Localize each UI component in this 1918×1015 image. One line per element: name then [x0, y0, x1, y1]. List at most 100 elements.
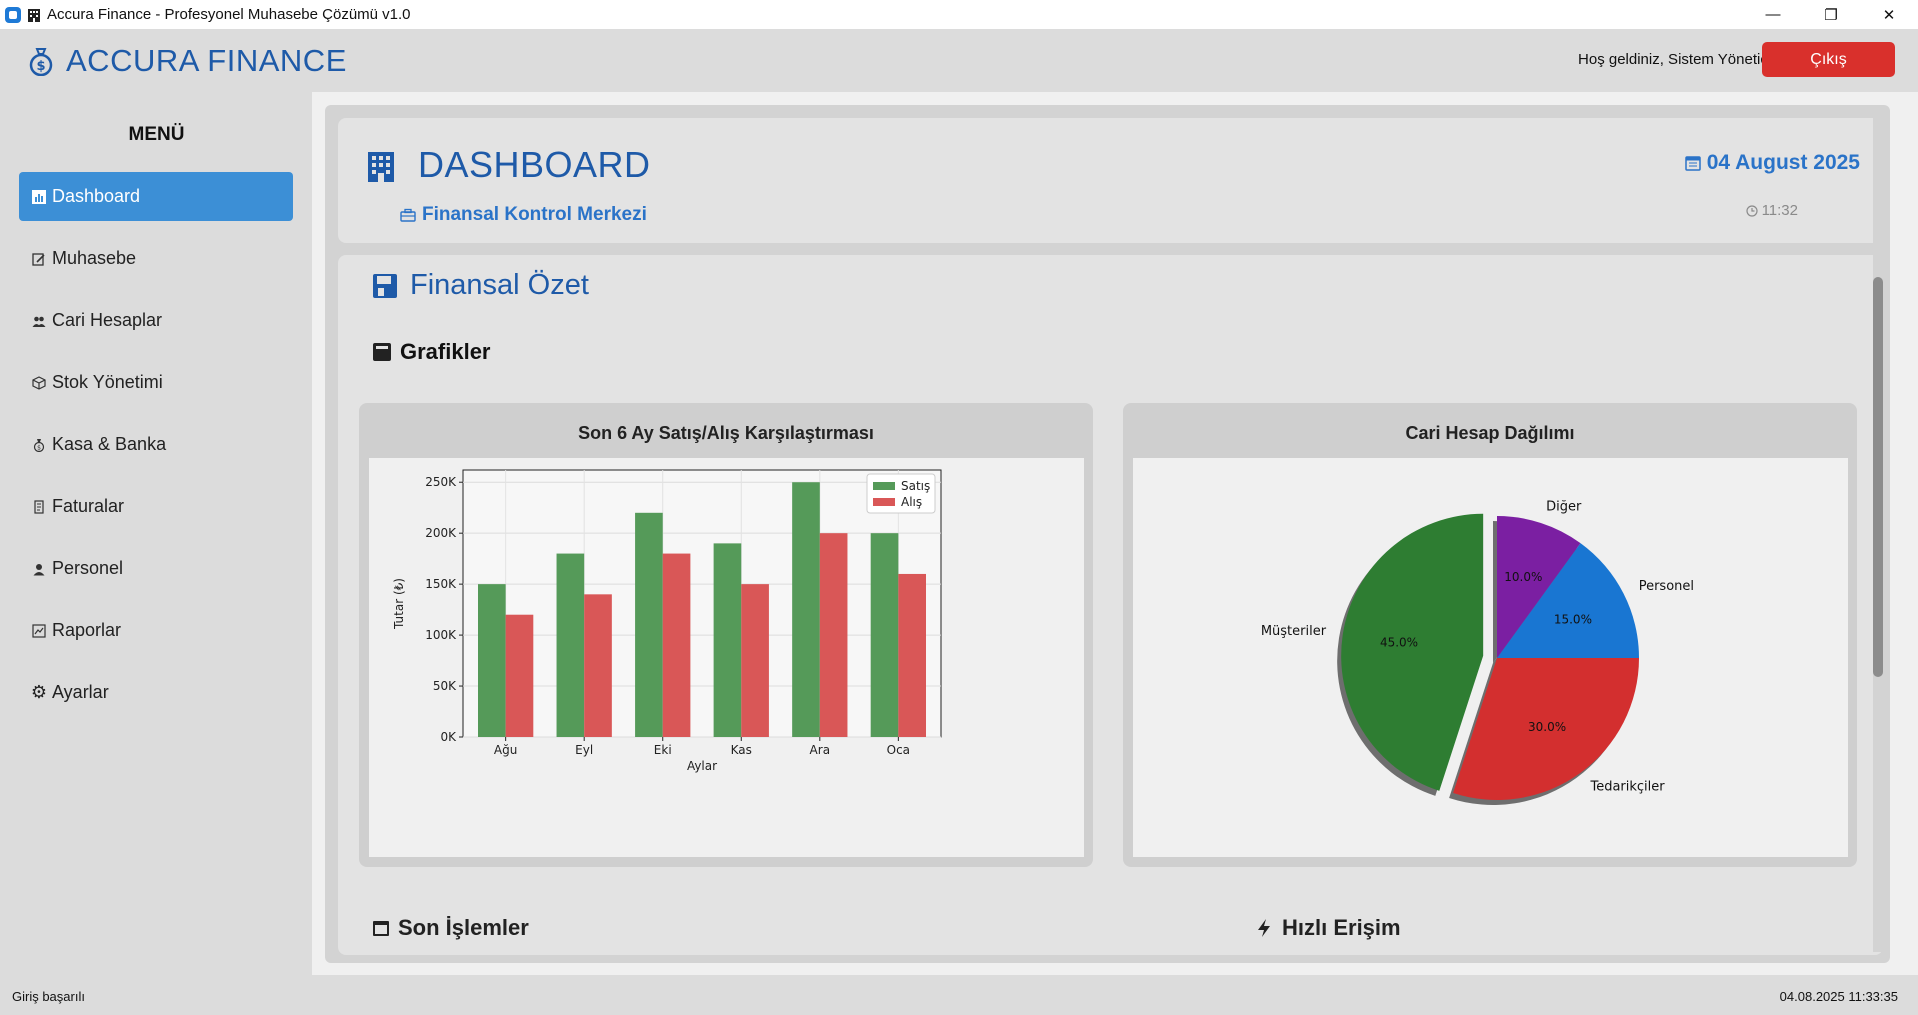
sidebar-item-label: Ayarlar [52, 682, 109, 702]
sidebar-item-label: Stok Yönetimi [52, 372, 163, 392]
page-subtitle: Finansal Kontrol Merkezi [400, 204, 647, 226]
bar-alis [662, 553, 691, 737]
money-bag-icon: $ [30, 438, 48, 452]
dashboard-header-card: DASHBOARD Finansal Kontrol Merkezi 04 Au… [338, 118, 1883, 243]
edit-icon [30, 252, 48, 266]
sidebar-item-raporlar[interactable]: Raporlar [19, 606, 293, 655]
building-icon [368, 152, 394, 182]
y-tick-label: 200K [425, 526, 457, 540]
app-header: $ ACCURA FINANCE Hoş geldiniz, Sistem Yö… [0, 29, 1918, 92]
app-icon [5, 6, 21, 23]
box-icon [373, 343, 391, 361]
slice-label: Personel [1639, 579, 1694, 594]
sidebar-item-muhasebe[interactable]: Muhasebe [19, 234, 293, 283]
sidebar-item-stok-yonetimi[interactable]: Stok Yönetimi [19, 358, 293, 407]
legend-swatch [873, 498, 895, 506]
sidebar-item-kasa-banka[interactable]: $ Kasa & Banka [19, 420, 293, 469]
receipt-icon [30, 499, 48, 514]
sidebar: MENÜ Dashboard Muhasebe Cari Hesaplar St… [0, 92, 310, 975]
sidebar-item-faturalar[interactable]: Faturalar [19, 482, 293, 531]
time-text: 11:32 [1761, 202, 1798, 219]
sidebar-item-ayarlar[interactable]: ⚙ Ayarlar [19, 668, 293, 717]
bar-satis [478, 584, 506, 737]
svg-text:$: $ [37, 444, 41, 451]
recent-transactions-title: Son İşlemler [372, 915, 529, 941]
gear-icon: ⚙ [30, 682, 48, 702]
window-title: Accura Finance - Profesyonel Muhasebe Çö… [47, 6, 411, 23]
x-tick-label: Kas [731, 743, 752, 757]
main-panel: DASHBOARD Finansal Kontrol Merkezi 04 Au… [325, 105, 1890, 963]
maximize-button[interactable]: ❐ [1824, 6, 1838, 24]
x-tick-label: Ağu [494, 743, 517, 757]
calendar-icon [373, 921, 389, 936]
x-tick-label: Oca [887, 743, 910, 757]
report-icon [30, 623, 48, 638]
x-tick-label: Eki [654, 743, 672, 757]
bar-satis [792, 482, 820, 737]
sidebar-item-label: Cari Hesaplar [52, 310, 163, 330]
y-tick-label: 100K [425, 628, 457, 642]
brand: $ ACCURA FINANCE [28, 43, 347, 79]
money-bag-icon: $ [29, 48, 53, 76]
sidebar-item-label: Muhasebe [52, 248, 137, 268]
slice-label: Diğer [1546, 500, 1582, 515]
pie-slice [1341, 513, 1484, 791]
pie-chart-card: Cari Hesap Dağılımı 45.0% Müşteriler 30.0%… [1123, 403, 1857, 867]
page-title: DASHBOARD [418, 144, 651, 185]
briefcase-icon [400, 208, 416, 222]
sidebar-item-label: Raporlar [52, 620, 122, 640]
charts-subtitle: Grafikler [372, 339, 491, 365]
sidebar-item-cari-hesaplar[interactable]: Cari Hesaplar [19, 296, 293, 345]
slice-label: Tedarikçiler [1589, 780, 1665, 795]
bar-alis [584, 594, 612, 737]
legend-swatch [873, 482, 895, 490]
menu-title: MENÜ [128, 124, 185, 145]
bar-satis [870, 533, 899, 737]
pie-chart-plot: 45.0% Müşteriler 30.0% Tedarikçiler 15.0% Per… [1133, 458, 1848, 857]
clock-icon [1745, 204, 1758, 217]
close-button[interactable]: ✕ [1882, 6, 1896, 24]
y-tick-label: 0K [440, 730, 457, 744]
main-area: DASHBOARD Finansal Kontrol Merkezi 04 Au… [312, 92, 1918, 975]
charts-subtitle-text: Grafikler [400, 339, 491, 364]
current-date: 04 August 2025 [1684, 151, 1860, 175]
bar-alis [505, 614, 534, 737]
slice-label: Müşteriler [1261, 624, 1327, 639]
sidebar-item-label: Dashboard [52, 186, 141, 206]
bar-chart-title: Son 6 Ay Satış/Alış Karşılaştırması [578, 423, 874, 443]
y-tick-label: 50K [433, 679, 457, 693]
slice-pct-label: 30.0% [1528, 720, 1566, 734]
quick-access-title: Hızlı Erişim [1256, 915, 1401, 941]
slice-pct-label: 45.0% [1380, 635, 1418, 649]
scrollbar-thumb[interactable] [1873, 277, 1883, 677]
building-icon [28, 8, 40, 22]
y-axis-label: Tutar (₺) [392, 578, 406, 630]
bar-satis [713, 543, 742, 737]
slice-pct-label: 15.0% [1554, 612, 1592, 626]
minimize-button[interactable]: — [1765, 6, 1781, 23]
status-bar: Giriş başarılı 04.08.2025 11:33:35 [0, 975, 1918, 1015]
sidebar-item-personel[interactable]: Personel [19, 544, 293, 593]
x-tick-label: Ara [810, 743, 831, 757]
y-tick-label: 150K [425, 577, 457, 591]
y-tick-label: 250K [425, 475, 457, 489]
bar-satis [635, 512, 663, 737]
package-icon [30, 375, 48, 390]
summary-card: Finansal Özet Grafikler Son 6 Ay Satış/A… [338, 255, 1883, 955]
sidebar-item-label: Kasa & Banka [52, 434, 167, 454]
date-text: 04 August 2025 [1706, 151, 1860, 174]
status-message: Giriş başarılı [12, 989, 85, 1004]
recent-transactions-text: Son İşlemler [398, 915, 529, 940]
main-scrollbar[interactable] [1873, 117, 1883, 952]
current-time: 11:32 [1745, 202, 1798, 219]
quick-access-text: Hızlı Erişim [1282, 915, 1401, 940]
bar-chart-plot: 0K 50K 100K 150K 200K 250K Ağu Eyl Eki Kas Ara Oca A… [369, 458, 1084, 857]
section-title-text: Finansal Özet [410, 269, 589, 301]
welcome-text: Hoş geldiniz, Sistem Yöneticisi [1578, 51, 1782, 68]
brand-name: ACCURA FINANCE [66, 43, 347, 78]
bar-alis [898, 573, 926, 737]
pie-slice [1497, 543, 1639, 658]
chart-icon [30, 189, 48, 204]
sidebar-item-dashboard[interactable]: Dashboard [19, 172, 293, 221]
logout-button[interactable]: Çıkış [1762, 42, 1895, 77]
